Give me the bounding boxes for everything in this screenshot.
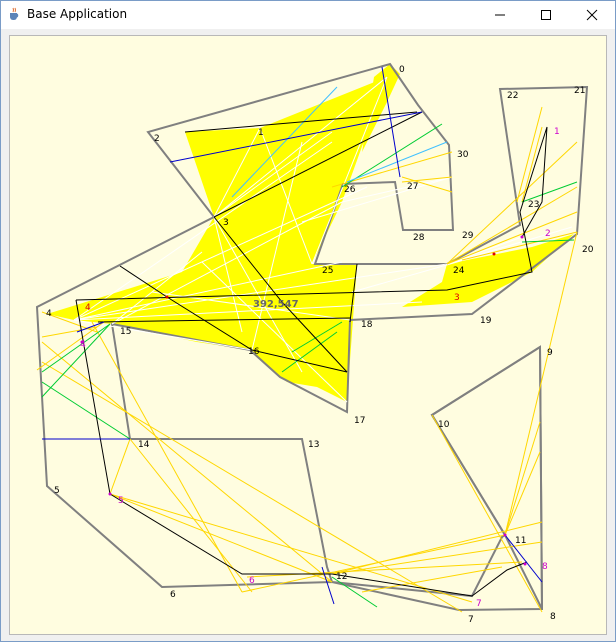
vertex-label: 26 <box>344 185 356 195</box>
title-bar[interactable]: Base Application <box>1 1 615 29</box>
guard-path <box>349 263 358 323</box>
guard-path <box>381 66 401 178</box>
guard-labels: 1 2 3 4 4 5 6 7 8 <box>80 127 560 609</box>
vertex-label: 23 <box>528 200 539 210</box>
vertex-label: 30 <box>457 150 469 160</box>
vertex-label: 14 <box>138 440 150 450</box>
minimize-button[interactable] <box>477 1 523 29</box>
drawing-panel[interactable]: 0 1 2 3 4 5 6 7 8 9 10 11 12 13 14 15 16… <box>9 35 607 635</box>
guard-path <box>119 265 348 373</box>
vertex-label: 28 <box>413 233 425 243</box>
guard-path <box>213 111 423 218</box>
vertex-label: 11 <box>515 536 526 546</box>
guard-path <box>184 111 418 133</box>
vertex-label: 25 <box>322 266 333 276</box>
vertex-label: 17 <box>354 416 365 426</box>
vertex-label: 27 <box>407 182 418 192</box>
minimize-icon <box>495 14 505 16</box>
vertex-label: 6 <box>170 590 176 600</box>
vertex-label: 1 <box>258 128 264 138</box>
java-cup-icon <box>10 7 19 20</box>
visible-region <box>47 77 387 402</box>
area-label: 392,547 <box>253 299 299 310</box>
vertex-label: 12 <box>336 572 347 582</box>
vertex-label: 18 <box>361 320 373 330</box>
polygon-canvas[interactable]: 0 1 2 3 4 5 6 7 8 9 10 11 12 13 14 15 16… <box>10 36 608 636</box>
vertex-label: 8 <box>550 612 556 622</box>
close-icon <box>586 9 598 21</box>
cyan-lines <box>231 86 448 198</box>
visible-region <box>362 64 400 152</box>
vertex-label: 0 <box>399 65 405 75</box>
guard-label: 7 <box>476 599 482 609</box>
guard-markers <box>80 235 527 566</box>
guard-label: 2 <box>545 229 551 239</box>
blue-lines <box>42 111 543 605</box>
vertex-label: 29 <box>462 231 474 241</box>
guard-path <box>213 216 348 373</box>
vertex-label: 4 <box>46 309 52 319</box>
guard-label: 4 <box>85 303 91 313</box>
vertex-label: 13 <box>308 440 319 450</box>
vertex-label: 24 <box>453 266 465 276</box>
green-lines <box>41 123 578 608</box>
maximize-icon <box>541 10 551 20</box>
vertex-label: 16 <box>248 347 260 357</box>
close-button[interactable] <box>569 1 615 29</box>
vertex-label: 22 <box>507 91 518 101</box>
vertex-labels: 0 1 2 3 4 5 6 7 8 9 10 11 12 13 14 15 16… <box>46 65 594 625</box>
vertex-label: 20 <box>582 245 594 255</box>
vertex-label: 2 <box>154 134 160 144</box>
vertex-label: 19 <box>480 316 492 326</box>
vertex-label: 10 <box>438 420 450 430</box>
vertex-label: 3 <box>223 218 229 228</box>
guard-path <box>97 317 351 323</box>
vertex-label: 9 <box>547 348 553 358</box>
visibility-fan <box>73 76 573 403</box>
guard-path <box>75 126 548 301</box>
vertex-label: 5 <box>54 486 60 496</box>
guard-sightlines <box>36 106 578 613</box>
visible-region <box>402 234 574 307</box>
guard-label: 3 <box>454 293 460 303</box>
vertex-label: 21 <box>574 86 585 96</box>
vertex-label: 7 <box>468 615 474 625</box>
window-title: Base Application <box>27 7 128 21</box>
guard-label: 6 <box>249 576 255 586</box>
maximize-button[interactable] <box>523 1 569 29</box>
guard-markers <box>165 252 496 299</box>
guard-label: 8 <box>542 562 548 572</box>
guard-label: 1 <box>554 127 560 137</box>
guard-label: 5 <box>118 496 124 506</box>
vertex-label: 15 <box>120 327 131 337</box>
guard-label: 4 <box>80 340 86 350</box>
